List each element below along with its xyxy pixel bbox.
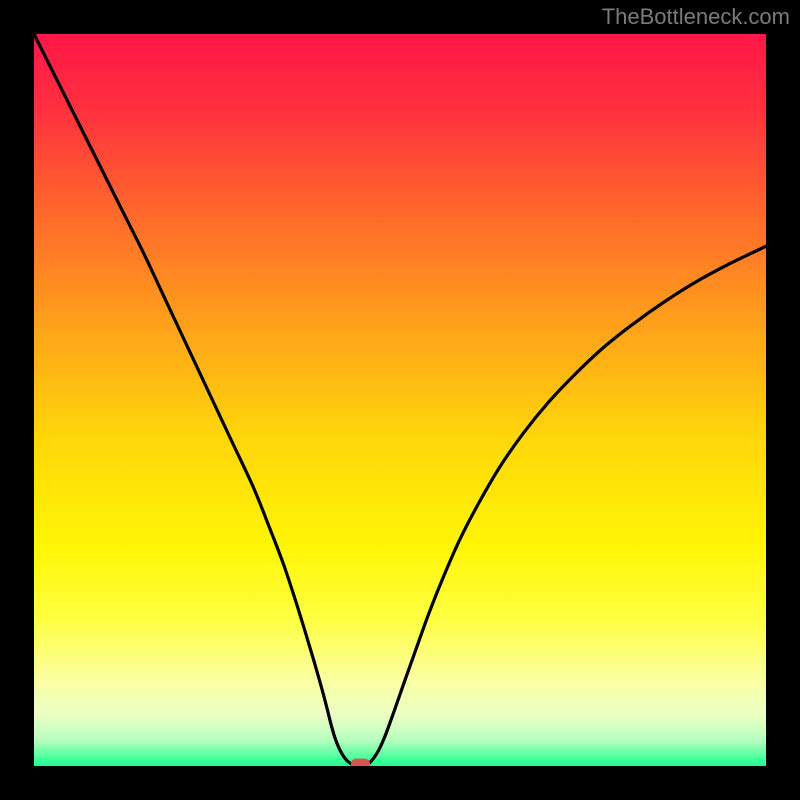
optimal-point-marker	[351, 759, 370, 766]
watermark-text: TheBottleneck.com	[602, 4, 790, 30]
bottleneck-curve-chart	[34, 34, 766, 766]
gradient-background	[34, 34, 766, 766]
chart-outer-frame	[0, 0, 800, 800]
chart-plot-area	[34, 34, 766, 766]
